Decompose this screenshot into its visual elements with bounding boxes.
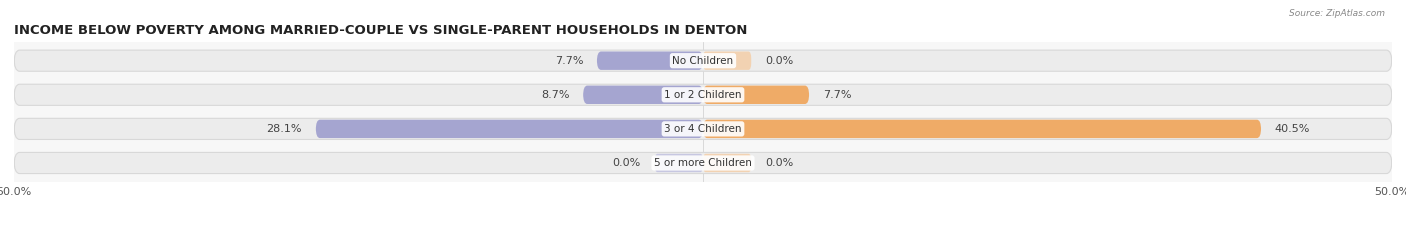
Text: 40.5%: 40.5% [1275, 124, 1310, 134]
FancyBboxPatch shape [583, 86, 703, 104]
FancyBboxPatch shape [703, 120, 1261, 138]
Text: 5 or more Children: 5 or more Children [654, 158, 752, 168]
Text: 0.0%: 0.0% [765, 158, 793, 168]
FancyBboxPatch shape [14, 84, 1392, 105]
Text: 7.7%: 7.7% [554, 56, 583, 66]
Text: 3 or 4 Children: 3 or 4 Children [664, 124, 742, 134]
FancyBboxPatch shape [703, 51, 751, 70]
FancyBboxPatch shape [316, 120, 703, 138]
Text: 28.1%: 28.1% [267, 124, 302, 134]
Text: No Children: No Children [672, 56, 734, 66]
Text: INCOME BELOW POVERTY AMONG MARRIED-COUPLE VS SINGLE-PARENT HOUSEHOLDS IN DENTON: INCOME BELOW POVERTY AMONG MARRIED-COUPL… [14, 24, 748, 37]
Text: 7.7%: 7.7% [823, 90, 852, 100]
FancyBboxPatch shape [655, 154, 703, 172]
FancyBboxPatch shape [598, 51, 703, 70]
FancyBboxPatch shape [703, 154, 751, 172]
FancyBboxPatch shape [14, 118, 1392, 140]
Text: Source: ZipAtlas.com: Source: ZipAtlas.com [1289, 9, 1385, 18]
Text: 8.7%: 8.7% [541, 90, 569, 100]
FancyBboxPatch shape [14, 50, 1392, 71]
Text: 1 or 2 Children: 1 or 2 Children [664, 90, 742, 100]
Text: 0.0%: 0.0% [613, 158, 641, 168]
FancyBboxPatch shape [703, 86, 808, 104]
Text: 0.0%: 0.0% [765, 56, 793, 66]
FancyBboxPatch shape [14, 152, 1392, 174]
